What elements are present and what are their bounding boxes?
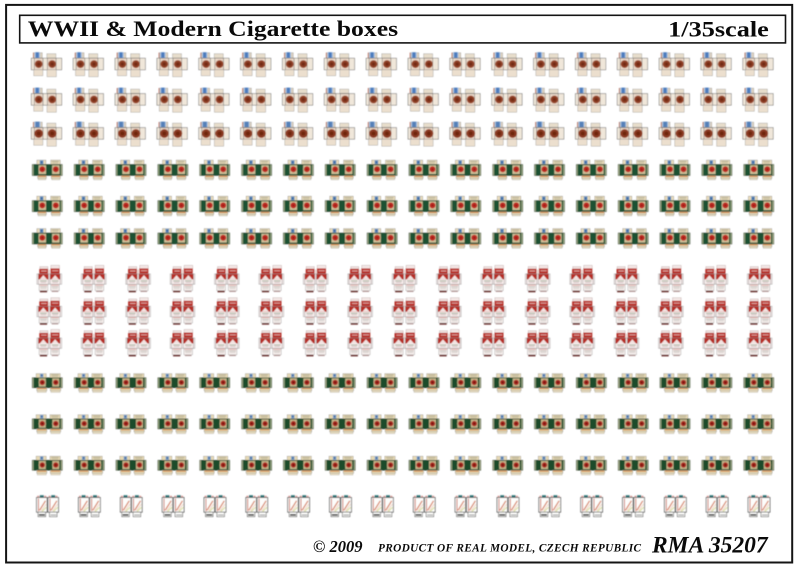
svg-text:PRODUCT OF REAL MODEL, CZECH: PRODUCT OF REAL MODEL, CZECH REPUBLIC [378, 543, 642, 555]
svg-text:© 2009: © 2009 [313, 537, 362, 556]
svg-text:1/35scale: 1/35scale [668, 17, 769, 42]
svg-text:RMA 35207: RMA 35207 [651, 533, 769, 559]
svg-text:WWII & Modern Cigarette boxes: WWII & Modern Cigarette boxes [28, 18, 398, 42]
